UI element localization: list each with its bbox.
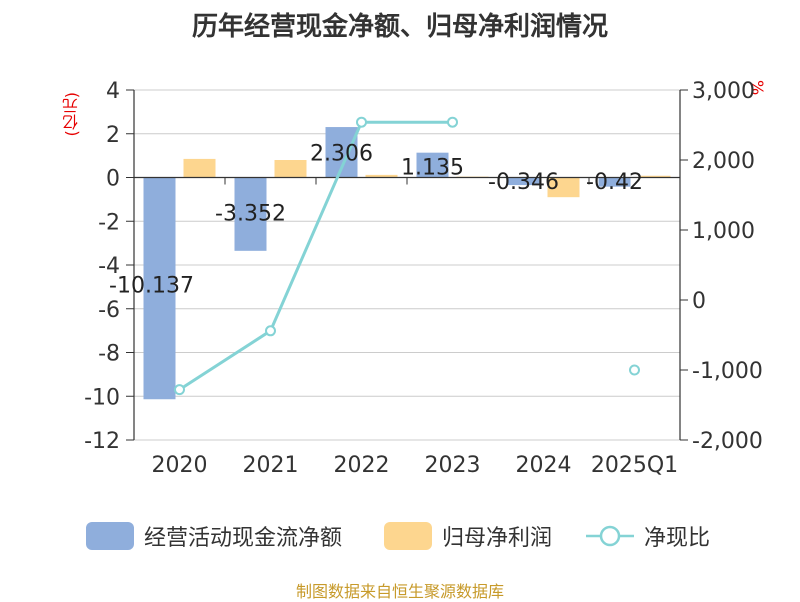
right-tick-label: 1,000 (692, 219, 755, 244)
legend-swatch-ratio (586, 525, 634, 547)
x-tick-label: 2024 (516, 453, 572, 478)
legend-swatch-profit (384, 522, 432, 550)
bar-cash (143, 177, 176, 400)
left-tick-label: -2 (98, 210, 120, 235)
x-tick-label: 2021 (243, 453, 299, 478)
bar-value-label: -0.346 (488, 170, 559, 195)
bar-profit (547, 177, 580, 198)
legend-item-profit[interactable]: 归母净利润 (384, 518, 552, 554)
bar-profit (274, 160, 307, 178)
right-tick-label: 3,000 (692, 79, 755, 104)
bar-value-label: -0.42 (586, 170, 643, 195)
legend-item-cash[interactable]: 经营活动现金流净额 (86, 518, 342, 554)
bar-value-label: 2.306 (310, 141, 373, 166)
ratio-point (174, 384, 185, 396)
legend-swatch-cash (86, 522, 134, 550)
bar-cash (416, 152, 449, 178)
source-note: 制图数据来自恒生聚源数据库 (295, 582, 504, 601)
bar-profit (183, 158, 216, 178)
left-tick-label: 0 (106, 167, 120, 192)
bar-cash (598, 177, 631, 187)
ratio-point (447, 116, 458, 128)
legend-label-ratio: 净现比 (644, 526, 711, 551)
bar-profit (638, 175, 671, 178)
left-tick-label: -10 (84, 385, 120, 410)
legend-item-ratio[interactable]: 净现比 (586, 518, 710, 554)
right-tick-label: 2,000 (692, 149, 755, 174)
bar-profit (365, 174, 398, 178)
bar-cash (234, 177, 267, 251)
right-tick-label: 0 (692, 289, 706, 314)
legend-label-cash: 经营活动现金流净额 (144, 526, 343, 551)
legend: 经营活动现金流净额 归母净利润 净现比 (0, 518, 800, 554)
x-tick-label: 2023 (425, 453, 481, 478)
chart-title: 历年经营现金净额、归母净利润情况 (191, 12, 608, 42)
ratio-point (265, 325, 276, 337)
left-tick-label: -4 (98, 254, 120, 279)
bar-cash (507, 177, 540, 186)
right-tick-label: -2,000 (692, 429, 763, 454)
x-tick-label: 2025Q1 (591, 453, 678, 478)
ratio-point (629, 364, 640, 376)
ratio-line (178, 120, 453, 391)
ratio-point (356, 116, 367, 128)
right-axis-unit: % (748, 80, 767, 96)
left-tick-label: -8 (98, 342, 120, 367)
left-tick-label: -6 (98, 298, 120, 323)
bar-value-label: -10.137 (109, 274, 194, 299)
left-tick-label: 4 (106, 79, 120, 104)
left-tick-label: 2 (106, 123, 120, 148)
x-tick-label: 2022 (334, 453, 390, 478)
left-tick-label: -12 (84, 429, 120, 454)
bar-value-label: -3.352 (215, 202, 286, 227)
bar-value-label: 1.135 (401, 156, 464, 181)
x-tick-label: 2020 (152, 453, 208, 478)
legend-label-profit: 归母净利润 (442, 526, 553, 551)
right-tick-label: -1,000 (692, 359, 763, 384)
